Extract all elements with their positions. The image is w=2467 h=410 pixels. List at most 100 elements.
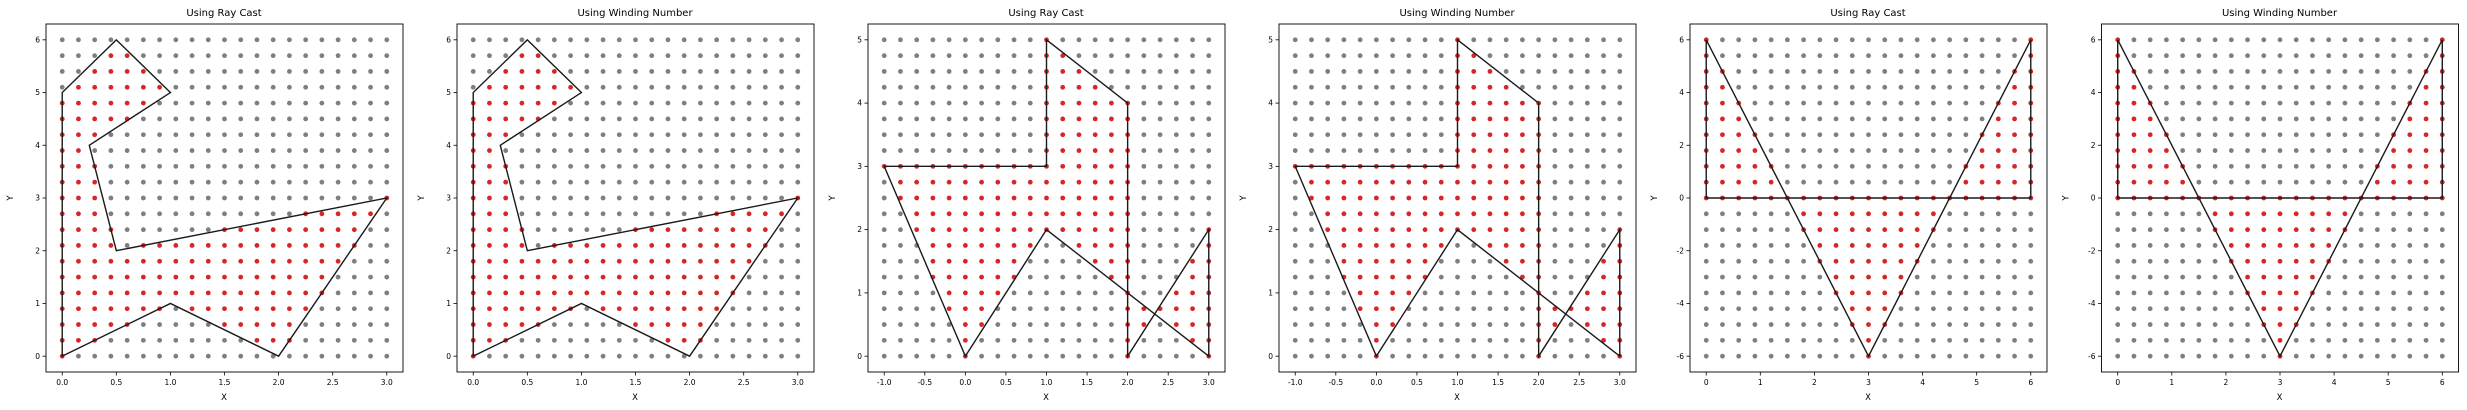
grid-point-outside	[568, 37, 573, 43]
grid-point-inside	[946, 290, 952, 296]
grid-point-outside	[2326, 148, 2332, 153]
grid-point-inside	[616, 258, 622, 264]
grid-point-outside	[600, 37, 606, 43]
grid-point-outside	[649, 163, 655, 169]
grid-point-outside	[600, 116, 606, 122]
grid-point-outside	[1963, 53, 1969, 59]
grid-point-outside	[881, 322, 887, 327]
grid-point-outside	[1552, 132, 1558, 138]
grid-point-outside	[1817, 337, 1823, 343]
grid-point-outside	[1406, 84, 1412, 90]
grid-point-outside	[2115, 227, 2121, 233]
grid-point-outside	[1455, 243, 1460, 248]
grid-point-inside	[1109, 116, 1114, 122]
grid-point-outside	[1157, 100, 1163, 106]
grid-point-outside	[535, 163, 541, 169]
grid-point-outside	[633, 37, 638, 43]
grid-point-outside	[287, 148, 292, 153]
grid-point-outside	[1190, 69, 1195, 74]
y-axis-label: Y	[1650, 195, 1660, 202]
grid-point-inside	[1995, 132, 2001, 138]
grid-point-outside	[140, 211, 146, 217]
grid-point-inside	[140, 100, 146, 106]
grid-point-inside	[2261, 227, 2267, 233]
grid-point-outside	[2164, 100, 2169, 106]
grid-point-inside	[1979, 148, 1985, 153]
grid-point-outside	[1866, 179, 1871, 185]
grid-point-outside	[503, 353, 509, 359]
grid-point-outside	[1866, 148, 1871, 153]
grid-point-inside	[1109, 258, 1114, 264]
grid-point-outside	[1720, 337, 1725, 343]
grid-point-outside	[1109, 306, 1114, 312]
grid-point-outside	[1963, 132, 1969, 138]
grid-point-inside	[1736, 179, 1742, 185]
grid-point-inside	[287, 243, 292, 248]
grid-point-outside	[1292, 306, 1298, 312]
grid-point-outside	[551, 53, 557, 59]
grid-point-outside	[1190, 179, 1195, 185]
grid-point-inside	[633, 258, 638, 264]
grid-point-outside	[254, 37, 260, 43]
x-tick-label: 2.0	[1122, 378, 1134, 387]
grid-point-outside	[2212, 148, 2218, 153]
grid-point-outside	[2374, 290, 2380, 296]
grid-point-inside	[1373, 337, 1379, 343]
grid-point-outside	[779, 37, 784, 43]
grid-point-outside	[2310, 53, 2315, 59]
grid-point-outside	[1752, 116, 1758, 122]
grid-point-outside	[930, 53, 936, 59]
grid-point-outside	[1292, 211, 1298, 217]
grid-point-outside	[762, 337, 768, 343]
grid-point-inside	[681, 290, 687, 296]
grid-point-outside	[1866, 163, 1871, 169]
grid-point-outside	[881, 274, 887, 280]
grid-point-outside	[384, 353, 390, 359]
grid-point-outside	[535, 353, 541, 359]
grid-point-outside	[1206, 69, 1212, 74]
grid-point-outside	[1914, 290, 1920, 296]
grid-point-outside	[2228, 148, 2234, 153]
grid-point-outside	[1309, 227, 1314, 233]
grid-point-outside	[698, 353, 703, 359]
grid-point-inside	[519, 306, 525, 312]
x-tick-label: 3	[2278, 378, 2283, 387]
grid-point-outside	[1898, 132, 1904, 138]
grid-point-outside	[59, 84, 65, 90]
grid-point-inside	[1438, 243, 1444, 248]
grid-point-outside	[335, 100, 341, 106]
grid-point-outside	[779, 353, 784, 359]
grid-point-outside	[2261, 163, 2267, 169]
grid-point-outside	[2326, 274, 2332, 280]
grid-point-inside	[487, 148, 492, 153]
grid-point-outside	[157, 148, 162, 153]
grid-point-outside	[2245, 116, 2250, 122]
grid-point-outside	[795, 116, 801, 122]
grid-point-outside	[222, 179, 227, 185]
grid-point-outside	[205, 195, 211, 201]
grid-point-inside	[1487, 148, 1493, 153]
grid-point-outside	[1768, 322, 1774, 327]
grid-point-outside	[551, 322, 557, 327]
grid-point-outside	[2228, 274, 2234, 280]
grid-point-outside	[335, 116, 341, 122]
grid-point-outside	[368, 69, 373, 74]
grid-point-outside	[1736, 274, 1742, 280]
grid-point-outside	[930, 322, 936, 327]
grid-point-inside	[1406, 211, 1412, 217]
grid-point-outside	[1206, 163, 1212, 169]
grid-point-inside	[1487, 116, 1493, 122]
grid-point-outside	[2028, 258, 2034, 264]
grid-point-inside	[649, 290, 655, 296]
grid-point-inside	[1109, 274, 1114, 280]
grid-point-inside	[222, 258, 227, 264]
grid-point-outside	[681, 353, 687, 359]
grid-point-outside	[1584, 337, 1590, 343]
grid-point-inside	[205, 306, 211, 312]
grid-point-inside	[930, 258, 936, 264]
grid-point-outside	[1898, 100, 1904, 106]
grid-point-inside	[124, 100, 130, 106]
grid-point-inside	[503, 243, 509, 248]
grid-point-outside	[779, 322, 784, 327]
grid-point-outside	[946, 84, 952, 90]
